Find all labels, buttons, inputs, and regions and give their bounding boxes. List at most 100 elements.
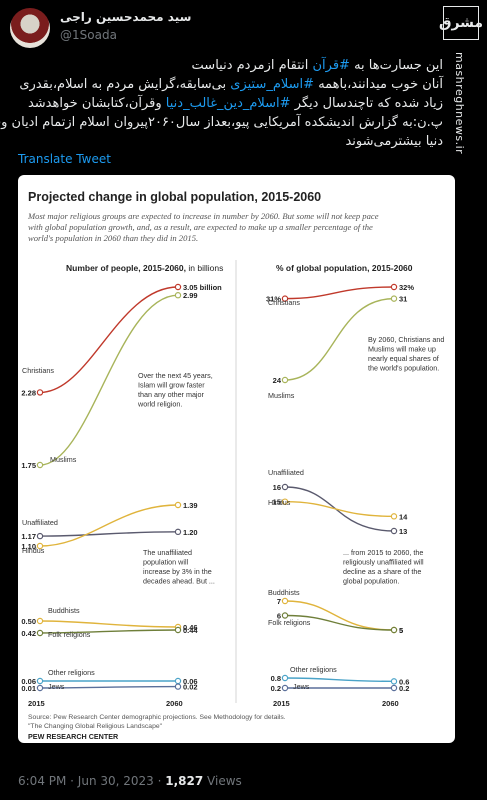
tweet-text-line: دنیا بیشترمی‌شوند <box>23 132 443 151</box>
value-label-folk-religions-2060: 0.44 <box>183 626 198 635</box>
mashregh-logo: مشرق <box>439 6 483 40</box>
chart-image[interactable]: Projected change in global population, 2… <box>18 175 455 743</box>
timestamp-text[interactable]: 6:04 PM · Jun 30, 2023 · <box>18 774 166 788</box>
series-name-left-folk-religions: Folk religions <box>48 630 91 639</box>
x-tick-2060-right: 2060 <box>382 699 399 708</box>
value-label-other-religions-2015: 0.06 <box>21 677 36 686</box>
annotation-0: world religion. <box>137 400 182 409</box>
hashtag-link[interactable]: #قرآن <box>312 58 350 73</box>
tweet-text-line: آنان خوب میدانند،باهمه #اسلام_ستیزی بی‌س… <box>19 75 443 94</box>
point-muslims-2015 <box>36 461 44 469</box>
avatar[interactable] <box>10 8 50 48</box>
series-name-right-christians: Christians <box>268 298 300 307</box>
chart-title: Projected change in global population, 2… <box>28 190 321 204</box>
series-line-muslims <box>39 294 179 466</box>
x-tick-2015-left: 2015 <box>28 699 45 708</box>
chart-subtitle: with global population growth, and, as a… <box>28 222 373 232</box>
value-label-other-religions-2060: 0.6 <box>399 677 409 686</box>
tweet-text-line: این جسارت‌ها به #قرآن انتقام ازمردم دنیا… <box>23 56 443 75</box>
point-other-religions-2060 <box>390 678 398 685</box>
annotation-2: Muslims will make up <box>368 345 436 354</box>
point-jews-2060 <box>174 683 182 690</box>
tweet-text-segment: انتقام ازمردم دنیاست <box>191 58 313 73</box>
value-label-muslims-2060: 2.99 <box>183 291 198 300</box>
series-line-christians <box>39 286 179 394</box>
value-label-unaffiliated-2015: 16 <box>273 483 281 492</box>
series-name-right-buddhists: Buddhists <box>268 588 300 597</box>
chart-source: Source: Pew Research Center demographic … <box>28 714 286 721</box>
series-name-right-hindus: Hindus <box>268 498 291 507</box>
annotation-3: decline as a share of the <box>343 567 421 576</box>
chart-brand: PEW RESEARCH CENTER <box>28 732 119 741</box>
series-name-left-other-religions: Other religions <box>48 668 95 677</box>
value-label-unaffiliated-2060: 13 <box>399 527 407 536</box>
series-line-muslims <box>284 297 395 381</box>
panel-heading-left: Number of people, 2015-2060, in billions <box>66 263 223 273</box>
series-name-left-unaffiliated: Unaffiliated <box>22 518 58 527</box>
tweet-text-segment: بی‌سابقه،گرایش مردم به اسلام،بقدری <box>19 77 231 92</box>
display-name[interactable]: سید محمدحسین راجی <box>60 10 192 24</box>
annotation-3: ... from 2015 to 2060, the <box>343 548 423 557</box>
point-jews-2015 <box>36 684 44 692</box>
value-label-hindus-2060: 14 <box>399 512 408 521</box>
point-hindus-2015 <box>281 498 289 505</box>
annotation-2: the world's population. <box>368 364 439 373</box>
panel-heading-unit: in billions <box>186 263 223 273</box>
point-muslims-2015 <box>281 376 289 384</box>
value-label-muslims-2015: 1.75 <box>21 461 36 470</box>
value-label-christians-2060: 32% <box>399 283 414 292</box>
watermark-url: mashreghnews.ir <box>453 52 466 155</box>
series-name-left-buddhists: Buddhists <box>48 606 80 615</box>
annotation-1: decades ahead. But ... <box>143 577 215 586</box>
point-christians-2015 <box>36 389 44 396</box>
value-label-jews-2015: 0.01 <box>21 684 36 693</box>
handle[interactable]: @1Soada <box>60 28 117 42</box>
value-label-other-religions-2060: 0.06 <box>183 677 198 686</box>
value-label-hindus-2060: 1.39 <box>183 501 198 510</box>
value-label-folk-religions-2060: 5 <box>399 626 403 635</box>
value-label-folk-religions-2015: 6 <box>277 612 281 621</box>
point-hindus-2015 <box>36 542 44 550</box>
translate-tweet-link[interactable]: Translate Tweet <box>18 152 111 166</box>
value-label-buddhists-2060: 5 <box>399 626 403 635</box>
annotation-0: than any other major <box>138 390 205 399</box>
point-folk-religions-2015 <box>281 612 289 619</box>
point-christians-2015 <box>281 295 289 302</box>
annotation-2: nearly equal shares of <box>368 354 439 363</box>
hashtag-link[interactable]: #اسلام_ستیزی <box>230 77 315 92</box>
value-label-hindus-2015: 1.10 <box>21 542 36 551</box>
annotation-3: religiously unaffiliated will <box>343 558 424 567</box>
value-label-christians-2060: 3.05 billion <box>183 283 222 292</box>
value-label-folk-religions-2015: 0.42 <box>21 629 36 638</box>
value-label-muslims-2060: 31 <box>399 295 407 304</box>
watermark: مشرق mashreghnews.ir <box>439 6 483 366</box>
chart-source: "The Changing Global Religious Landscape… <box>28 723 163 730</box>
point-hindus-2060 <box>174 501 182 509</box>
series-line-unaffiliated <box>39 531 179 537</box>
value-label-christians-2015: 31% <box>266 295 281 304</box>
annotation-0: Islam will grow faster <box>138 381 205 390</box>
point-christians-2060 <box>174 283 182 291</box>
point-unaffiliated-2060 <box>390 527 398 535</box>
panel-heading-right: % of global population, 2015-2060 <box>276 263 413 273</box>
hashtag-link[interactable]: #اسلام_دین_غالب_دنیا <box>165 96 291 111</box>
value-label-buddhists-2015: 7 <box>277 597 281 606</box>
chart-subtitle: Most major religious groups are expected… <box>27 211 379 221</box>
point-other-religions-2060 <box>174 677 182 685</box>
point-jews-2060 <box>390 684 398 692</box>
point-folk-religions-2015 <box>36 629 44 637</box>
annotation-1: increase by 3% in the <box>143 567 212 576</box>
series-line-buddhists <box>39 620 179 628</box>
value-label-buddhists-2060: 0.46 <box>183 623 198 632</box>
annotation-3: global population. <box>343 577 399 586</box>
series-name-right-unaffiliated: Unaffiliated <box>268 468 304 477</box>
chart-subtitle: world's population in 2060 than they did… <box>28 233 198 243</box>
value-label-muslims-2015: 24 <box>273 376 282 385</box>
series-name-right-jews: Jews <box>293 682 310 691</box>
value-label-christians-2015: 2.28 <box>21 388 36 397</box>
value-label-hindus-2015: 15 <box>273 498 281 507</box>
series-line-folk-religions <box>39 629 179 634</box>
tweet-timestamp: 6:04 PM · Jun 30, 2023 · 1,827 Views <box>18 774 242 788</box>
tweet-text: این جسارت‌ها به #قرآن انتقام ازمردم دنیا… <box>0 56 443 151</box>
